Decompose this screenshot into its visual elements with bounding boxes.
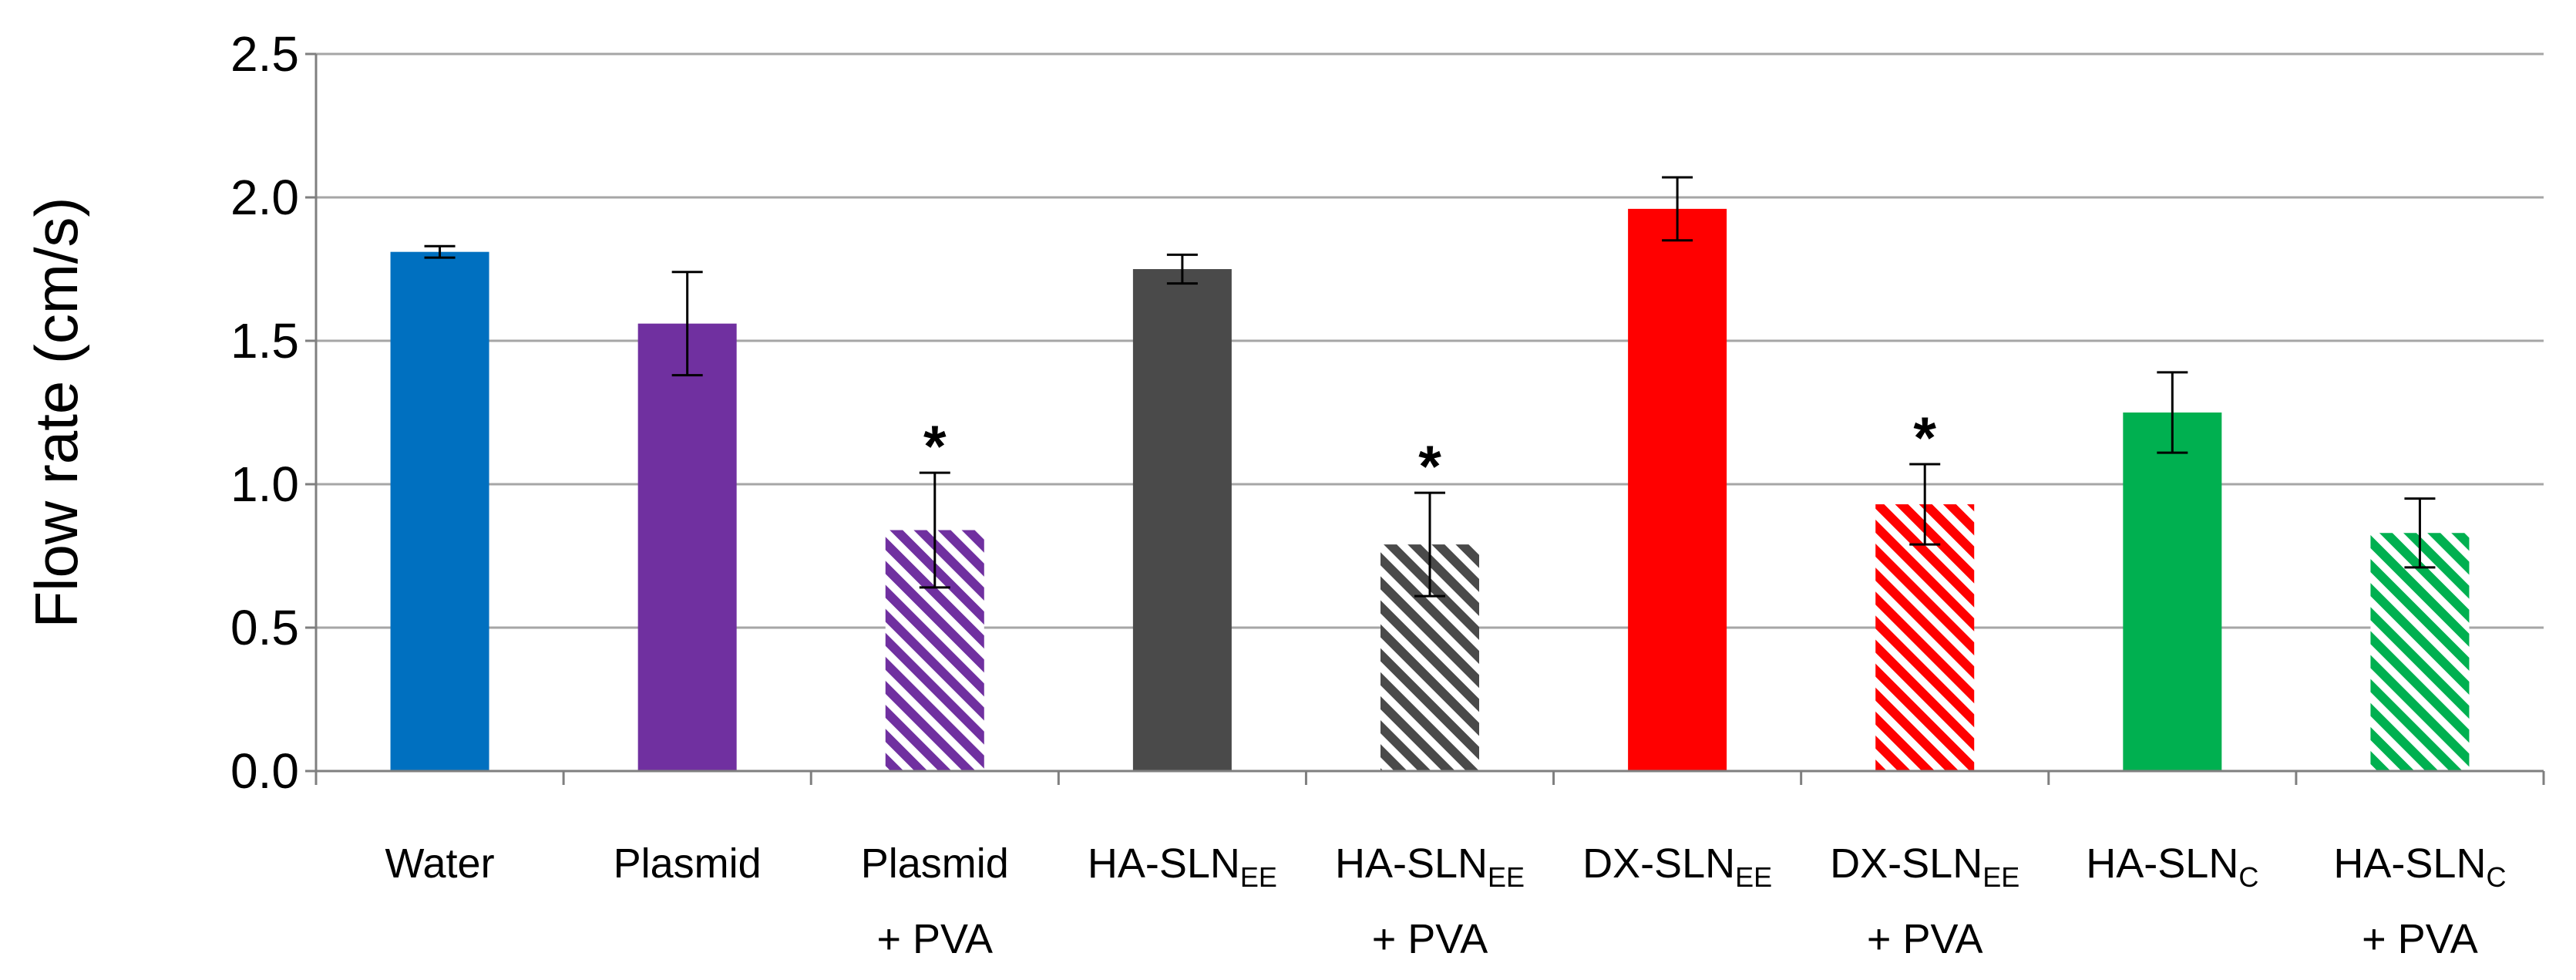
x-category-label: Water	[385, 840, 495, 887]
x-category-label: Plasmid	[614, 840, 762, 887]
significance-star: *	[1418, 434, 1441, 500]
x-category-label: DX-SLNEE	[1582, 840, 1772, 893]
error-bar	[1662, 176, 1693, 242]
error-bar	[1166, 253, 1198, 285]
error-bar	[424, 244, 456, 259]
error-bar	[1414, 491, 1445, 598]
bar	[637, 323, 737, 771]
significance-star: *	[1913, 406, 1936, 471]
y-tick-labels: 0.0 0.5 1.0 1.5 2.0 2.5	[230, 26, 299, 799]
y-tick-label: 0.5	[230, 600, 299, 655]
x-category-label-line2: + PVA	[1372, 916, 1488, 962]
bar	[2123, 413, 2222, 771]
bar	[1132, 269, 1232, 771]
x-category-label-line2: + PVA	[2362, 916, 2478, 962]
y-tick-label: 2.0	[230, 170, 299, 225]
significance-star: *	[923, 414, 947, 480]
bar	[390, 251, 489, 771]
bars	[390, 208, 2470, 771]
x-category-labels: Water Plasmid Plasmid + PVA HA-SLNEE HA-SLNEE…	[385, 840, 2507, 962]
x-category-label-line2: + PVA	[876, 916, 993, 962]
y-tick-label: 0.0	[230, 743, 299, 799]
error-bar	[2404, 497, 2436, 569]
x-category-label: HA-SLNEE	[1335, 840, 1525, 893]
y-tick-label: 2.5	[230, 26, 299, 82]
y-tick-label: 1.0	[230, 456, 299, 512]
y-tick-label: 1.5	[230, 313, 299, 369]
significance-markers: * * *	[923, 406, 1936, 500]
error-bars	[424, 176, 2436, 598]
error-bar	[671, 271, 703, 377]
axes	[305, 52, 2545, 785]
error-bar	[2157, 371, 2188, 454]
x-category-label: HA-SLNEE	[1088, 840, 1277, 893]
x-category-label: DX-SLNEE	[1830, 840, 2019, 893]
bar	[1628, 208, 1727, 771]
y-axis-title: Flow rate (cm/s)	[22, 197, 90, 628]
x-category-label-line2: + PVA	[1867, 916, 1983, 962]
bar	[2370, 533, 2470, 771]
error-bar	[919, 471, 950, 589]
x-category-label: HA-SLNC	[2086, 840, 2258, 893]
error-bar	[1909, 463, 1941, 546]
x-category-label: HA-SLNC	[2333, 840, 2506, 893]
x-category-label: Plasmid	[861, 840, 1009, 887]
bar	[1875, 504, 1975, 771]
